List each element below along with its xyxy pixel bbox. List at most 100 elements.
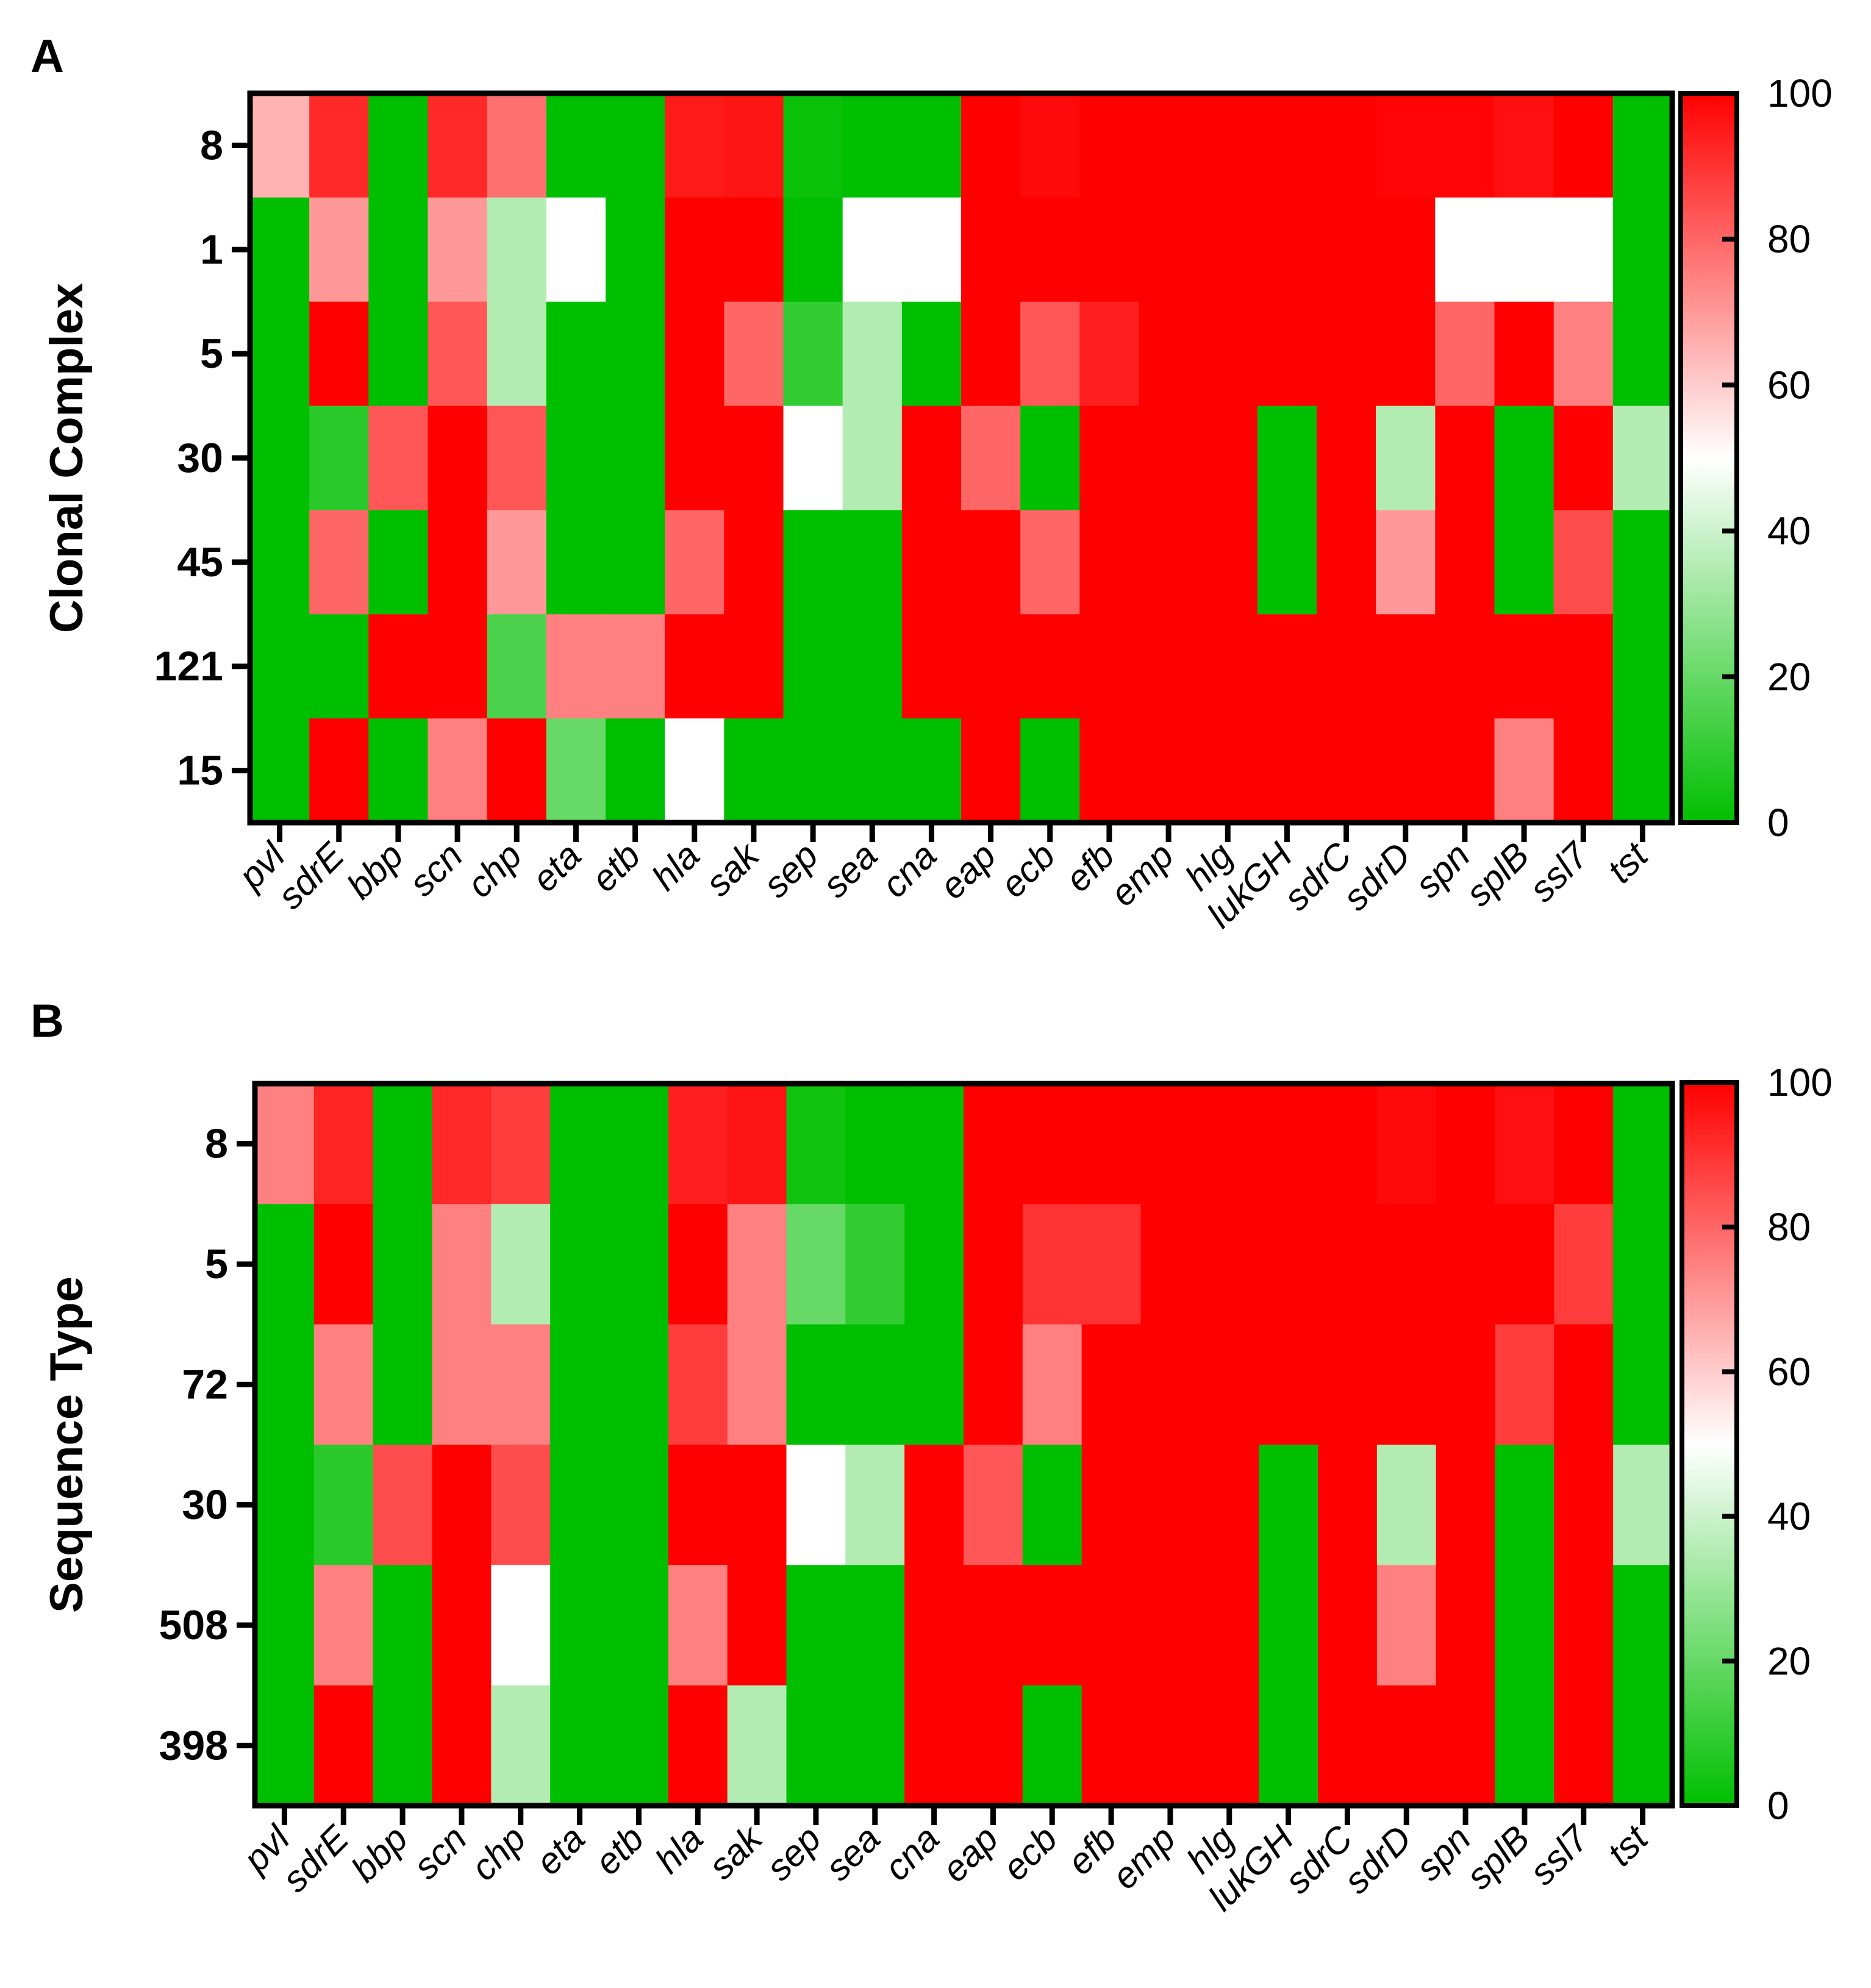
row-label-30: 30 [177, 435, 223, 481]
heatmap-cell-15-spn [1435, 718, 1495, 823]
heatmap-cell-1-sep [783, 197, 843, 302]
heatmap-cell-72-etb [609, 1324, 669, 1445]
heatmap-cell-30-cna [904, 1445, 964, 1566]
heatmap-cell-1-hla [665, 197, 725, 302]
heatmap-cell-15-splB [1494, 718, 1554, 823]
heatmap-cell-5-sep [783, 301, 843, 407]
heatmap-cell-45-ecb [1020, 510, 1081, 615]
heatmap-cell-5-etb [609, 1204, 669, 1325]
heatmap-cell-72-emp [1140, 1324, 1201, 1445]
heatmap-cell-15-emp [1139, 718, 1199, 823]
column-label-ecb: ecb [992, 835, 1063, 906]
heatmap-cell-508-sdrC [1318, 1565, 1378, 1686]
heatmap-cell-508-efb [1081, 1565, 1142, 1686]
heatmap-cell-8-sdrC [1317, 93, 1376, 198]
column-label-ssl7: ssl7 [1522, 1817, 1598, 1893]
heatmap-cell-45-eta [546, 510, 606, 615]
heatmap-cell-121-spn [1435, 614, 1495, 719]
heatmap-cell-30-sdrD [1376, 1445, 1437, 1566]
heatmap-cell-15-sdrC [1317, 718, 1376, 823]
heatmap-cell-121-eta [546, 614, 606, 719]
heatmap-cell-5-sdrE [313, 1204, 374, 1325]
heatmap-cell-398-hlg [1200, 1685, 1259, 1806]
panel-b-heatmap: B 8 5 72 30 508 398 pvlsdrEbbpscnchpetaetbhla… [30, 995, 1833, 1918]
heatmap-cell-5-hla [668, 1204, 728, 1325]
heatmap-cell-15-sea [842, 718, 903, 823]
heatmap-cell-72-lukGH [1259, 1324, 1318, 1445]
heatmap-cell-1-splB [1494, 197, 1554, 302]
heatmap-cell-508-sep [786, 1565, 846, 1686]
heatmap-cell-8-efb [1079, 93, 1140, 198]
heatmap-cell-8-hla [665, 93, 725, 198]
heatmap-cell-30-chp [491, 1445, 551, 1566]
heatmap-cell-30-chp [487, 406, 547, 511]
heatmap-cell-5-sdrD [1376, 301, 1436, 407]
heatmap-cell-508-cna [904, 1565, 964, 1686]
heatmap-cell-45-etb [606, 510, 665, 615]
column-label-hla: hla [647, 1818, 710, 1881]
colorbar-label-40: 40 [1767, 509, 1811, 553]
heatmap-cell-45-eap [961, 510, 1021, 615]
heatmap-cell-1-cna [901, 197, 962, 302]
heatmap-cell-8-cna [904, 1084, 964, 1205]
heatmap-cell-398-ecb [1022, 1685, 1082, 1806]
heatmap-cell-15-ecb [1020, 718, 1081, 823]
heatmap-cell-30-tst [1613, 1445, 1673, 1566]
heatmap-cell-398-sep [786, 1685, 846, 1806]
colorbar-label-20: 20 [1767, 1639, 1811, 1683]
heatmap-cell-1-pvl [250, 197, 310, 302]
heatmap-cell-5-sak [727, 1204, 787, 1325]
heatmap-cell-121-sdrD [1376, 614, 1436, 719]
heatmap-cell-15-sep [783, 718, 843, 823]
heatmap-cell-15-eta [546, 718, 606, 823]
heatmap-cell-72-efb [1081, 1324, 1142, 1445]
heatmap-cell-508-ssl7 [1554, 1565, 1614, 1686]
column-label-sak: sak [698, 834, 768, 904]
heatmap-cell-8-eap [964, 1084, 1023, 1205]
heatmap-cell-30-eta [550, 1445, 610, 1566]
heatmap-cell-121-pvl [250, 614, 310, 719]
heatmap-cell-508-hlg [1200, 1565, 1259, 1686]
column-label-emp: emp [1102, 835, 1181, 914]
heatmap-cell-30-tst [1612, 406, 1673, 511]
heatmap-cell-8-chp [491, 1084, 551, 1205]
heatmap-cell-8-sdrC [1318, 1084, 1378, 1205]
column-label-bbp: bbp [343, 1818, 415, 1890]
heatmap-cell-30-ecb [1022, 1445, 1082, 1566]
colorbar-label-100: 100 [1767, 71, 1833, 115]
colorbar-label-60: 60 [1767, 363, 1811, 407]
heatmap-cell-72-sdrE [313, 1324, 374, 1445]
heatmap-cell-72-tst [1613, 1324, 1673, 1445]
heatmap-cell-30-sdrE [313, 1445, 374, 1566]
heatmap-cell-1-lukGH [1257, 197, 1317, 302]
row-label-398: 398 [159, 1722, 228, 1768]
column-label-sdrD: sdrD [1335, 835, 1418, 918]
heatmap-cell-398-bbp [373, 1685, 433, 1806]
colorbar-gradient [1682, 1082, 1737, 1806]
heatmap-cell-121-sak [724, 614, 784, 719]
heatmap-cell-30-eta [546, 406, 606, 511]
heatmap-cell-1-efb [1079, 197, 1140, 302]
colorbar-label-60: 60 [1767, 1350, 1811, 1393]
heatmap-cell-8-hlg [1200, 1084, 1259, 1205]
column-label-splB: splB [1458, 1818, 1537, 1897]
heatmap-cell-5-splB [1495, 1204, 1555, 1325]
heatmap-cell-5-tst [1612, 301, 1673, 407]
heatmap-cell-121-sdrE [309, 614, 370, 719]
heatmap-cell-398-eap [964, 1685, 1023, 1806]
heatmap-cell-8-etb [606, 93, 665, 198]
column-label-scn: scn [401, 835, 470, 904]
heatmap-cell-121-etb [606, 614, 665, 719]
heatmap-cell-121-chp [487, 614, 547, 719]
heatmap-cell-72-sdrD [1376, 1324, 1437, 1445]
heatmap-cell-398-sdrD [1376, 1685, 1437, 1806]
heatmap-cell-121-eap [961, 614, 1021, 719]
heatmap-cell-45-pvl [250, 510, 310, 615]
heatmap-cell-8-etb [609, 1084, 669, 1205]
heatmap-cell-121-efb [1079, 614, 1140, 719]
heatmap-cell-45-efb [1079, 510, 1140, 615]
heatmap-cell-15-bbp [368, 718, 429, 823]
heatmap-cell-5-cna [901, 301, 962, 407]
row-label-5: 5 [200, 331, 223, 377]
heatmap-cell-5-efb [1081, 1204, 1142, 1325]
